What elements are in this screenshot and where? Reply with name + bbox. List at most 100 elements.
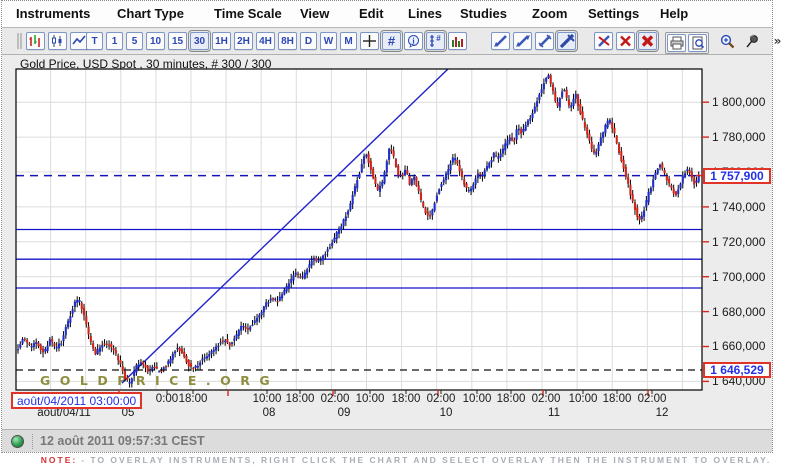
y-axis-label: 1 800,000 [712,95,766,110]
grid-icon: # [388,34,396,48]
grid-button[interactable]: # [380,30,403,52]
print-icon [670,36,683,50]
chart-type-button-group [26,32,89,50]
info-icon: i [408,35,419,48]
price-chart[interactable]: GOLDPRICE.ORG [2,1,774,454]
plot-border [15,68,703,391]
x-axis-time-label: 10:00 [252,393,282,405]
interval-button-group: T 1 5 10 15 30 1H 2H 4H 8H D W M [86,30,357,52]
interval-w-button[interactable]: W [320,32,337,50]
interval-5-button[interactable]: 5 [126,32,143,50]
menu-edit[interactable]: Edit [359,6,384,21]
line-tool-button-group [491,30,578,52]
connection-status-icon [11,434,24,448]
chart-title: Gold Price, USD Spot , 30 minutes, # 300… [20,57,272,71]
menu-zoom[interactable]: Zoom [532,6,568,21]
print-preview-button[interactable] [688,34,707,52]
print-preview-icon [692,36,704,50]
x-axis-time-label: 18:00 [496,393,526,405]
trendline [121,69,449,384]
delete-line-icon [597,35,610,47]
delete-button[interactable] [616,32,635,50]
toolbar: T 1 5 10 15 30 1H 2H 4H 8H D W M # i # » [2,28,781,55]
draw-ray-button[interactable] [535,32,554,50]
bar-chart-icon [29,35,40,47]
x-axis-time-label: 10:00 [462,393,492,405]
note-label: NOTE: [40,455,78,465]
menu-studies[interactable]: Studies [460,6,507,21]
bar-chart-button[interactable] [26,32,45,50]
watermark: GOLDPRICE.ORG [40,373,279,388]
overflow-chevron-button[interactable]: » [768,32,787,50]
menu-lines[interactable]: Lines [408,6,442,21]
crosshair-button[interactable] [360,32,379,50]
x-axis-time-label: 10:00 [568,393,598,405]
interval-m-button[interactable]: M [340,32,357,50]
current-price-label: 1 757,900 [703,168,771,184]
print-button[interactable] [667,34,686,52]
menu-instruments[interactable]: Instruments [16,6,91,21]
delete-icon [620,35,631,47]
menu-chart-type[interactable]: Chart Type [117,6,184,21]
pin-icon [746,33,758,47]
x-axis-day-label: 09 [337,407,351,419]
menu-settings[interactable]: Settings [588,6,640,21]
volume-button[interactable] [448,32,467,50]
menu-view[interactable]: View [300,6,330,21]
pin-button[interactable] [743,32,762,50]
toolbar-drag-handle[interactable] [17,33,22,49]
interval-2h-button[interactable]: 2H [234,32,253,50]
print-button-group [665,32,709,54]
zoom-in-button[interactable] [718,32,737,50]
delete-all-button[interactable] [636,30,659,52]
x-axis-time-label: 02:00 [426,393,456,405]
interval-8h-button[interactable]: 8H [278,32,297,50]
note-text: - TO OVERLAY INSTRUMENTS, RIGHT CLICK TH… [81,455,772,465]
draw-extended-line-button[interactable] [555,30,578,52]
interval-1-button[interactable]: 1 [106,32,123,50]
x-axis-day-label: 10 [439,407,453,419]
interval-10-button[interactable]: 10 [146,32,165,50]
volume-icon [452,37,463,47]
x-axis-time-label: 02:00 [531,393,561,405]
draw-line-both-arrows-button[interactable] [513,32,532,50]
draw-ray-icon [537,34,552,48]
x-axis-time-label: 0:00 [155,393,179,405]
menu-help[interactable]: Help [660,6,689,21]
x-axis-time-label: 18:00 [602,393,632,405]
delete-line-button[interactable] [594,32,613,50]
svg-text:i: i [412,37,415,46]
svg-text:#: # [388,34,396,48]
interval-t-button[interactable]: T [86,32,103,50]
x-axis-day-label: 11 [548,407,560,419]
x-axis-time-label: 18:00 [285,393,315,405]
x-axis-day-label: août/04/11 [37,407,91,419]
candlestick-chart-button[interactable] [48,32,67,50]
x-axis-day-label: 08 [262,407,276,419]
status-timestamp: 12 août 2011 09:57:31 CEST [40,434,205,448]
line-chart-icon [72,35,86,45]
x-axis-time-label: 02:00 [320,393,350,405]
x-axis-day-label: 05 [121,407,135,419]
status-bar: 12 août 2011 09:57:31 CEST [2,429,772,452]
draw-line-both-arrows-icon [515,35,530,47]
zoom-in-icon [720,34,735,48]
interval-d-button[interactable]: D [300,32,317,50]
interval-30-button[interactable]: 30 [188,30,211,52]
interval-15-button[interactable]: 15 [168,32,187,50]
interval-4h-button[interactable]: 4H [256,32,275,50]
tool-button-group: # i # [360,30,467,52]
info-button[interactable]: i [404,32,423,50]
overflow-chevron-icon: » [774,34,782,48]
x-axis-time-label: 10:00 [355,393,385,405]
menu-time-scale[interactable]: Time Scale [214,6,282,21]
axis-settings-button[interactable]: # [424,30,447,52]
low-price-label: 1 646,529 [703,362,771,378]
first-bar-timestamp-label: août/04/2011 03:00:00 [11,392,143,409]
chart-application-window: Instruments Chart Type Time Scale View Edit L… [1,0,781,454]
y-axis-label: 1 680,000 [712,304,766,319]
y-axis-label: 1 740,000 [712,199,766,214]
toolbar-right-group: » [718,32,787,50]
interval-1h-button[interactable]: 1H [212,32,231,50]
draw-trendline-button[interactable] [491,32,510,50]
